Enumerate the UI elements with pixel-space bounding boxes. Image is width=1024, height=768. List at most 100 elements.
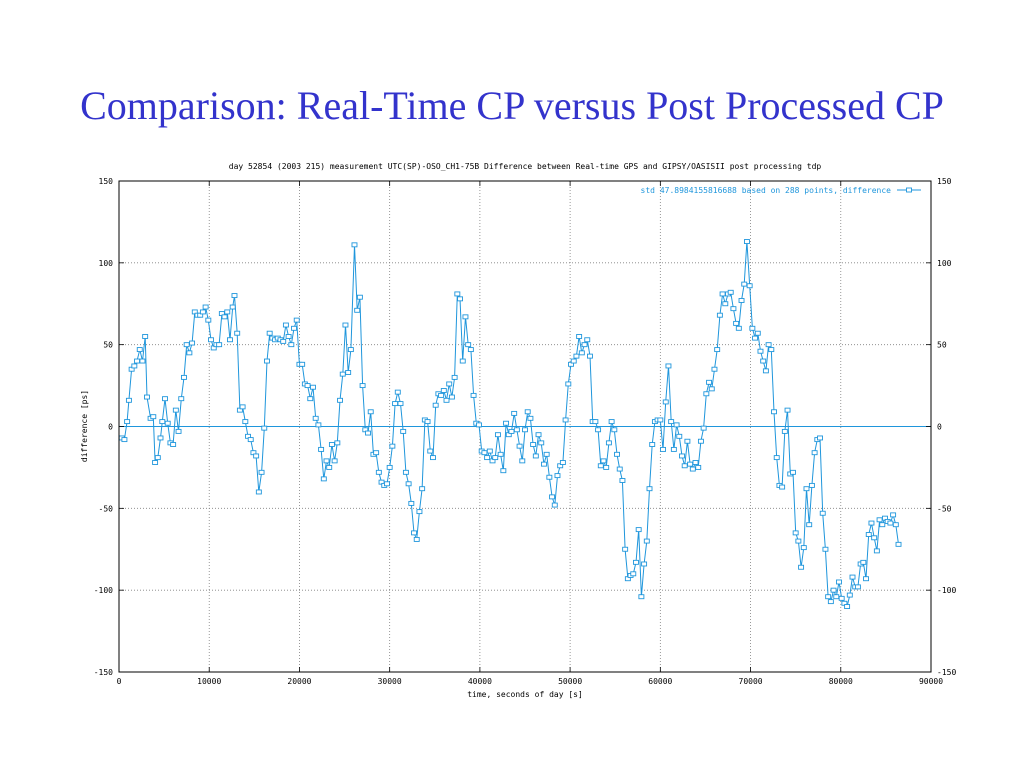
- data-point: [462, 314, 469, 320]
- data-point: [299, 361, 306, 367]
- data-point: [181, 374, 187, 380]
- data-point: [722, 301, 729, 307]
- data-point: [202, 304, 209, 310]
- data-point: [467, 347, 474, 353]
- data-point: [430, 455, 436, 461]
- data-point: [781, 428, 788, 434]
- y-tick-label-left: 0: [108, 423, 113, 432]
- data-point: [229, 304, 236, 310]
- data-point: [890, 512, 897, 518]
- data-point: [511, 410, 518, 416]
- data-point: [354, 307, 361, 313]
- data-point: [334, 440, 341, 446]
- data-point: [162, 396, 168, 402]
- data-point: [144, 394, 150, 400]
- data-point: [765, 342, 772, 348]
- data-point: [227, 337, 233, 343]
- data-point: [280, 338, 287, 344]
- data-point: [139, 358, 146, 364]
- data-point: [527, 415, 534, 421]
- data-point: [649, 442, 656, 447]
- legend: std 47.8984155816688 based on 288 points…: [641, 186, 921, 195]
- data-point: [730, 306, 737, 312]
- data-point: [419, 486, 426, 492]
- data-point: [838, 595, 845, 601]
- data-point: [833, 594, 840, 600]
- data-point: [394, 389, 401, 395]
- data-point: [178, 396, 185, 402]
- data-point: [307, 396, 314, 402]
- y-tick-label-right: -50: [937, 504, 952, 513]
- data-point: [413, 536, 420, 542]
- data-point: [323, 458, 330, 464]
- data-point: [554, 473, 561, 479]
- data-point: [516, 443, 523, 449]
- y-tick-label-right: 150: [937, 177, 952, 186]
- data-point: [261, 425, 268, 431]
- data-point: [293, 317, 300, 323]
- data-point: [326, 464, 333, 470]
- data-point: [538, 440, 545, 446]
- chart-title: day 52854 (2003 215) measurement UTC(SP)…: [229, 162, 822, 171]
- data-point: [199, 309, 206, 315]
- data-point: [288, 342, 295, 348]
- data-point: [476, 422, 482, 428]
- data-point: [595, 427, 602, 433]
- data-point: [638, 594, 645, 600]
- data-point: [524, 409, 531, 415]
- data-point: [646, 486, 653, 492]
- data-point: [342, 322, 349, 328]
- data-point: [559, 460, 566, 465]
- data-point: [328, 442, 335, 447]
- data-point: [159, 419, 166, 425]
- data-point: [221, 314, 228, 320]
- data-point: [827, 599, 834, 605]
- legend-marker: [906, 187, 912, 193]
- data-point: [573, 353, 580, 359]
- data-point: [351, 242, 358, 248]
- data-point: [790, 469, 796, 475]
- data-point: [205, 317, 212, 323]
- data-point: [508, 428, 515, 434]
- data-point: [800, 545, 807, 551]
- data-point: [735, 325, 742, 331]
- data-point: [865, 532, 872, 537]
- x-tick-label: 50000: [558, 677, 582, 686]
- data-point: [706, 379, 713, 385]
- plot-frame: [118, 180, 932, 673]
- data-point: [689, 466, 696, 472]
- data-point: [719, 291, 726, 297]
- y-tick-label-left: 50: [103, 341, 113, 350]
- data-point: [164, 420, 171, 426]
- x-tick-label: 70000: [739, 677, 763, 686]
- chart-series: [118, 239, 902, 609]
- data-point: [622, 546, 629, 552]
- data-point: [224, 309, 231, 315]
- series-line: [121, 241, 899, 608]
- data-point: [697, 438, 704, 444]
- data-point: [282, 322, 289, 328]
- data-point: [743, 239, 750, 245]
- data-point: [427, 448, 434, 454]
- data-point: [170, 442, 177, 447]
- data-point: [131, 363, 138, 369]
- data-point: [860, 559, 867, 565]
- data-point: [258, 469, 265, 475]
- data-point: [492, 455, 499, 461]
- data-point: [125, 397, 132, 403]
- data-point: [806, 522, 813, 528]
- data-point: [803, 486, 810, 492]
- x-tick-label: 10000: [197, 677, 221, 686]
- data-point: [189, 340, 196, 346]
- data-point: [247, 437, 254, 443]
- data-point: [795, 538, 802, 544]
- data-point: [727, 289, 734, 295]
- data-point: [337, 397, 343, 403]
- data-point: [679, 453, 685, 459]
- data-point: [454, 291, 461, 297]
- data-point: [530, 442, 537, 447]
- data-point: [486, 448, 493, 454]
- data-point: [157, 435, 164, 441]
- data-point: [708, 386, 715, 392]
- data-point: [405, 481, 412, 487]
